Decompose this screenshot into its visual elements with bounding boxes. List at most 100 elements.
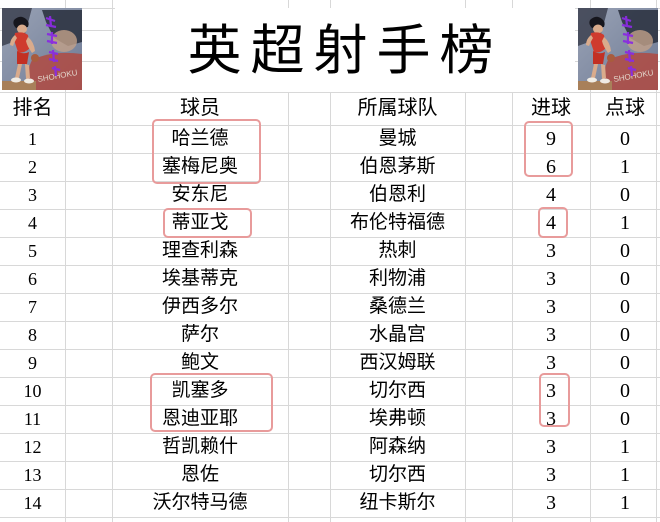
gridline bbox=[0, 321, 660, 322]
background-player-face bbox=[627, 30, 653, 52]
penalties-cell[interactable]: 0 bbox=[620, 128, 630, 150]
player-cell[interactable]: 埃基蒂克 bbox=[161, 268, 238, 289]
goals-cell[interactable]: 9 bbox=[546, 128, 556, 150]
goals-cell[interactable]: 3 bbox=[546, 240, 556, 262]
player-cell[interactable]: 萨尔 bbox=[180, 324, 219, 345]
gridline bbox=[0, 433, 660, 434]
rank-cell[interactable]: 3 bbox=[28, 185, 37, 205]
header-player[interactable]: 球员 bbox=[180, 97, 220, 119]
goals-cell[interactable]: 3 bbox=[546, 408, 556, 430]
team-cell[interactable]: 埃弗顿 bbox=[368, 408, 426, 429]
gridline bbox=[0, 92, 660, 93]
goals-cell[interactable]: 3 bbox=[546, 380, 556, 402]
penalties-cell[interactable]: 1 bbox=[620, 492, 630, 514]
team-cell[interactable]: 切尔西 bbox=[368, 380, 426, 401]
team-cell[interactable]: 伯恩茅斯 bbox=[359, 156, 436, 177]
rank-cell[interactable]: 4 bbox=[28, 213, 37, 233]
table-row: 10 凯塞多 切尔西 3 0 bbox=[0, 377, 660, 405]
team-cell[interactable]: 布伦特福德 bbox=[349, 212, 445, 233]
penalties-cell[interactable]: 0 bbox=[620, 324, 630, 346]
team-cell[interactable]: 曼城 bbox=[378, 128, 417, 149]
basketball bbox=[31, 54, 39, 62]
penalties-cell[interactable]: 0 bbox=[620, 240, 630, 262]
team-cell[interactable]: 伯恩利 bbox=[368, 184, 426, 205]
rank-cell[interactable]: 7 bbox=[28, 297, 37, 317]
basketball-artwork-image: SHOHOKU bbox=[578, 8, 658, 90]
header-goals[interactable]: 进球 bbox=[531, 97, 571, 119]
player-cell[interactable]: 伊西多尔 bbox=[161, 296, 238, 317]
penalties-cell[interactable]: 0 bbox=[620, 268, 630, 290]
rank-cell[interactable]: 12 bbox=[23, 437, 42, 457]
rank-cell[interactable]: 5 bbox=[28, 241, 37, 261]
goals-cell[interactable]: 3 bbox=[546, 436, 556, 458]
player-cell[interactable]: 恩迪亚耶 bbox=[161, 408, 238, 429]
player-shoe2 bbox=[600, 78, 610, 84]
goals-cell[interactable]: 3 bbox=[546, 464, 556, 486]
team-cell[interactable]: 纽卡斯尔 bbox=[359, 492, 436, 513]
gridline bbox=[590, 0, 591, 522]
penalties-cell[interactable]: 1 bbox=[620, 212, 630, 234]
rank-cell[interactable]: 11 bbox=[23, 409, 42, 429]
penalties-cell[interactable]: 0 bbox=[620, 380, 630, 402]
table-row: 7 伊西多尔 桑德兰 3 0 bbox=[0, 293, 660, 321]
player-cell[interactable]: 安东尼 bbox=[171, 184, 229, 205]
team-cell[interactable]: 桑德兰 bbox=[368, 296, 426, 317]
player-arm bbox=[602, 37, 611, 53]
penalties-cell[interactable]: 0 bbox=[620, 352, 630, 374]
table-row: 14 沃尔特马德 纽卡斯尔 3 1 bbox=[0, 489, 660, 517]
gridline bbox=[0, 209, 660, 210]
rank-cell[interactable]: 2 bbox=[28, 157, 37, 177]
player-leg bbox=[591, 64, 598, 78]
penalties-cell[interactable]: 1 bbox=[620, 156, 630, 178]
rank-cell[interactable]: 1 bbox=[28, 129, 37, 149]
rank-cell[interactable]: 13 bbox=[23, 465, 42, 485]
table-row: 2 塞梅尼奥 伯恩茅斯 6 1 bbox=[0, 153, 660, 181]
player-jersey bbox=[590, 32, 606, 53]
header-team[interactable]: 所属球队 bbox=[357, 97, 438, 119]
player-cell[interactable]: 哲凯赖什 bbox=[161, 436, 238, 457]
table-row: 12 哲凯赖什 阿森纳 3 1 bbox=[0, 433, 660, 461]
team-cell[interactable]: 切尔西 bbox=[368, 464, 426, 485]
player-cell[interactable]: 蒂亚戈 bbox=[171, 212, 229, 233]
penalties-cell[interactable]: 0 bbox=[620, 296, 630, 318]
header-penalties[interactable]: 点球 bbox=[605, 97, 645, 119]
goals-cell[interactable]: 4 bbox=[546, 184, 556, 206]
team-cell[interactable]: 西汉姆联 bbox=[359, 352, 436, 373]
rank-cell[interactable]: 8 bbox=[28, 325, 37, 345]
table-row: 1 哈兰德 曼城 9 0 bbox=[0, 125, 660, 153]
team-cell[interactable]: 水晶宫 bbox=[368, 324, 426, 345]
penalties-cell[interactable]: 0 bbox=[620, 184, 630, 206]
goals-cell[interactable]: 3 bbox=[546, 268, 556, 290]
player-cell[interactable]: 塞梅尼奥 bbox=[161, 156, 238, 177]
gridline bbox=[0, 125, 660, 126]
player-cell[interactable]: 沃尔特马德 bbox=[152, 492, 248, 513]
rank-cell[interactable]: 9 bbox=[28, 353, 37, 373]
team-cell[interactable]: 热刺 bbox=[378, 240, 417, 261]
player-arm-back bbox=[10, 35, 17, 46]
goals-cell[interactable]: 4 bbox=[546, 212, 556, 234]
goals-cell[interactable]: 3 bbox=[546, 492, 556, 514]
penalties-cell[interactable]: 1 bbox=[620, 464, 630, 486]
goals-cell[interactable]: 6 bbox=[546, 156, 556, 178]
player-cell[interactable]: 凯塞多 bbox=[171, 380, 229, 401]
goals-cell[interactable]: 3 bbox=[546, 352, 556, 374]
player-cell[interactable]: 恩佐 bbox=[180, 464, 219, 485]
player-cell[interactable]: 理查利森 bbox=[161, 240, 238, 261]
goals-cell[interactable]: 3 bbox=[546, 324, 556, 346]
player-shoe2 bbox=[24, 78, 34, 84]
header-rank[interactable]: 排名 bbox=[12, 97, 53, 119]
gridline bbox=[0, 377, 660, 378]
team-cell[interactable]: 阿森纳 bbox=[368, 436, 426, 457]
page-title: 英超射手榜 bbox=[115, 8, 575, 92]
rank-cell[interactable]: 10 bbox=[23, 381, 42, 401]
player-shorts bbox=[593, 51, 605, 64]
player-cell[interactable]: 哈兰德 bbox=[171, 128, 229, 149]
player-cell[interactable]: 鲍文 bbox=[180, 352, 219, 373]
penalties-cell[interactable]: 0 bbox=[620, 408, 630, 430]
team-cell[interactable]: 利物浦 bbox=[368, 268, 426, 289]
player-leg bbox=[15, 64, 22, 78]
goals-cell[interactable]: 3 bbox=[546, 296, 556, 318]
rank-cell[interactable]: 6 bbox=[28, 269, 37, 289]
rank-cell[interactable]: 14 bbox=[23, 493, 42, 513]
penalties-cell[interactable]: 1 bbox=[620, 436, 630, 458]
